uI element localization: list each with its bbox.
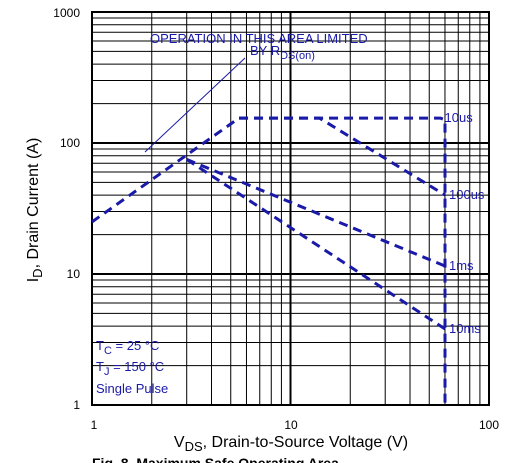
y-tick-label: 10: [67, 267, 81, 281]
annotation-line-1: OPERATION IN THIS AREA LIMITED: [150, 31, 368, 46]
y-axis-label: ID, Drain Current (A): [25, 138, 45, 283]
annotation-leader-line: [144, 57, 246, 153]
series-label-10ms: 10ms: [449, 321, 481, 336]
series-layer: [91, 116, 447, 405]
major-grid: [92, 12, 489, 405]
series-labels: 10us 100us 1ms 10ms: [445, 110, 485, 336]
series-line-10us: [91, 116, 447, 405]
series-line-10ms: [185, 158, 446, 331]
series-line-1ms: [186, 158, 446, 268]
x-tick-label: 100: [479, 418, 499, 432]
series-label-100us: 100us: [449, 187, 485, 202]
series-label-10us: 10us: [445, 110, 474, 125]
figure-caption: Fig. 8. Maximum Safe Operating Area: [92, 455, 339, 463]
condition-tc: TC = 25 °C: [96, 338, 159, 357]
plot-frame: [91, 11, 490, 406]
condition-pulse: Single Pulse: [96, 381, 168, 396]
y-tick-label: 1: [73, 398, 80, 412]
x-tick-label: 10: [284, 418, 298, 432]
x-axis-label: VDS, Drain-to-Source Voltage (V): [174, 434, 408, 454]
condition-tj: TJ = 150 °C: [96, 359, 164, 378]
x-tick-label: 1: [91, 418, 98, 432]
series-label-1ms: 1ms: [449, 258, 474, 273]
series-line-100us: [239, 116, 446, 197]
y-tick-label: 1000: [53, 6, 80, 20]
y-tick-label: 100: [60, 136, 80, 150]
annotation-line-2: BY RDS(on): [250, 43, 315, 62]
